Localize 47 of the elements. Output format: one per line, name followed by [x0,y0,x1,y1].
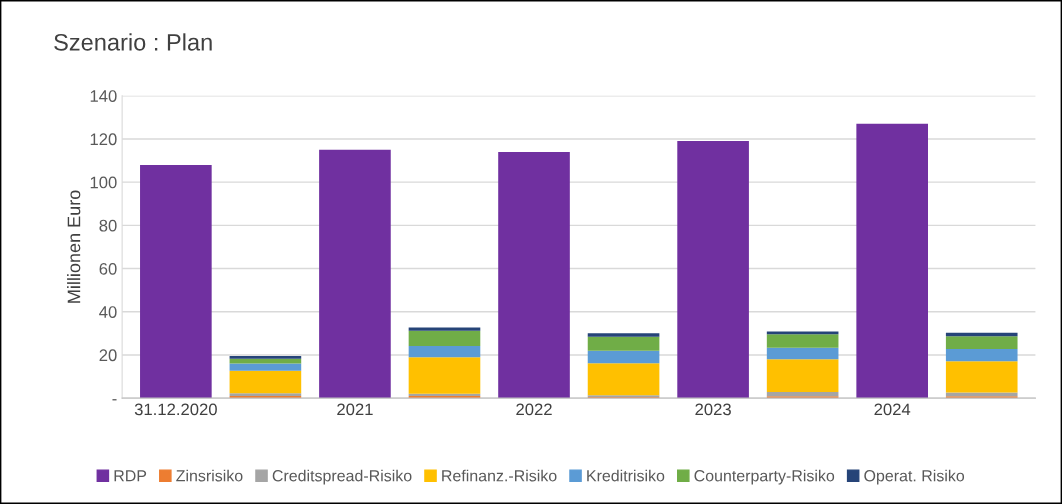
y-tick-label: 80 [99,219,117,232]
legend-label: Kreditrisiko [587,469,665,482]
bar [587,350,660,364]
y-tick-label: 40 [99,306,117,318]
bar [766,347,839,360]
bar [140,164,212,399]
y-tick-label: 120 [90,133,117,146]
bar [229,363,302,371]
x-tick-label: 2024 [874,403,911,416]
bar [945,348,1018,362]
legend-label: Refinanz.-Risiko [442,469,557,482]
bar [408,346,481,358]
bar [766,391,839,397]
legend-label: Creditspread-Risiko [272,469,412,485]
legend-label: Zinsrisiko [176,469,243,482]
bar [229,358,302,364]
chart-title: Szenario : Plan [54,33,212,51]
bar [945,361,1018,393]
legend-label: Counterparty-Risiko [694,469,835,485]
bar [229,370,302,394]
y-tick-label: 100 [90,176,117,189]
x-tick-label: 2021 [337,403,373,416]
y-axis-title: Millionen Euro [67,190,81,303]
bar [766,331,839,335]
x-tick-label: 31.12.2020 [134,403,217,416]
legend-label: RDP [114,470,147,482]
bar [319,149,391,399]
x-tick-label: 2023 [695,403,731,416]
bar [945,336,1018,349]
bar [766,334,839,348]
y-tick-label: 140 [90,90,117,102]
bar [587,333,660,337]
y-tick-label: 20 [99,349,117,362]
bar [587,363,660,396]
bar [677,141,749,399]
bar [766,359,839,392]
bar [408,330,481,347]
bar [587,336,660,351]
bar [498,151,570,399]
y-tick-label: - [112,399,117,401]
legend-label: Operat. Risiko [864,469,965,485]
y-tick-label: 60 [99,262,117,275]
x-tick-label: 2022 [516,403,552,416]
bar [408,357,481,394]
bar [856,123,928,399]
bar [229,356,302,359]
bar [408,327,481,331]
